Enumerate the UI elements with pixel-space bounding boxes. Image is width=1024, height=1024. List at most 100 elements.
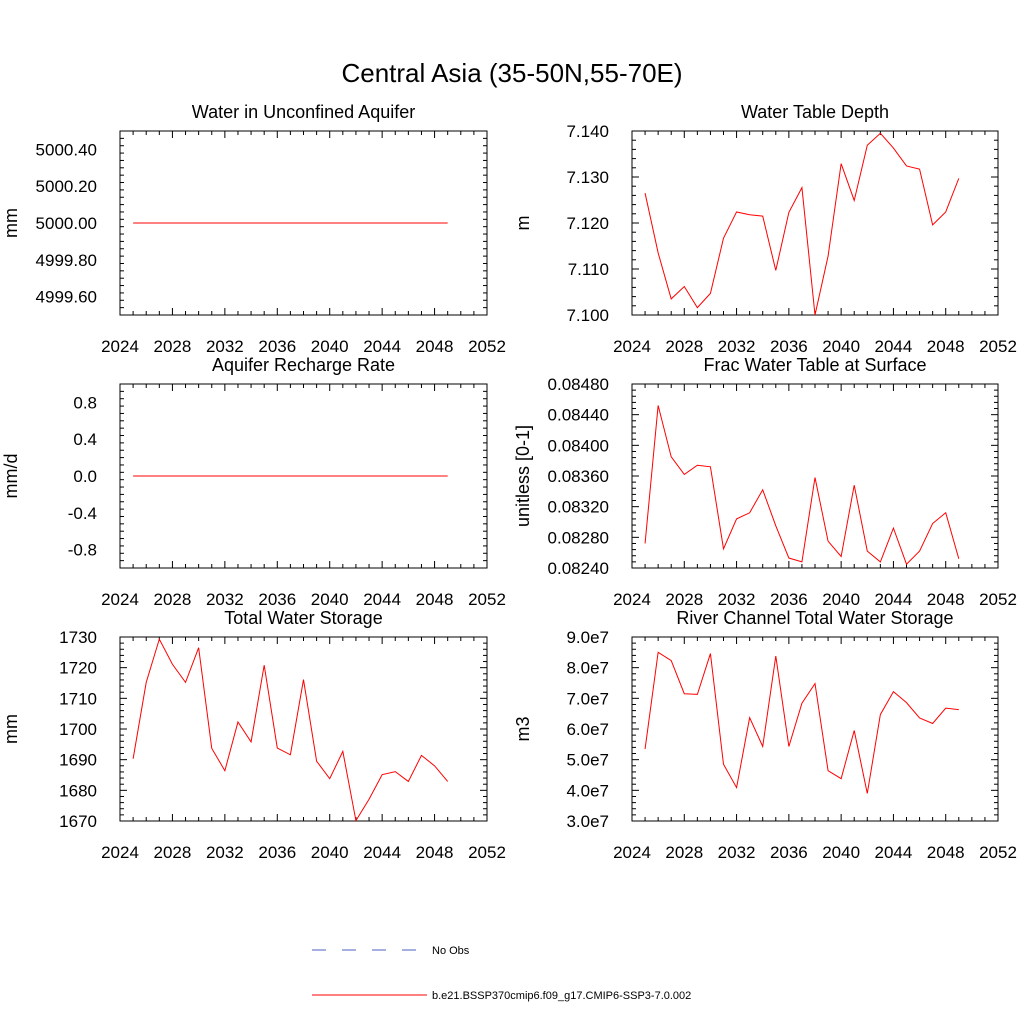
y-tick-label: 0.0 [73, 467, 97, 486]
y-tick-label: 1700 [59, 720, 97, 739]
chart-panel-2: Water Table Depth m 2024 2028 2032 2036 2040 20… [513, 102, 1017, 356]
y-tick-label: 7.140 [566, 122, 609, 141]
x-tick-label: 2048 [416, 337, 454, 356]
x-tick-label: 2028 [154, 337, 192, 356]
y-tick-label: 1690 [59, 751, 97, 770]
plot-frame [631, 636, 999, 822]
y-tick-label: 7.130 [566, 168, 609, 187]
x-tick-label: 2052 [468, 590, 506, 609]
y-tick-label: 7.0e7 [566, 689, 609, 708]
figure-title: Central Asia (35-50N,55-70E) [341, 58, 682, 88]
y-tick-label: 7.110 [568, 260, 609, 279]
y-tick-label: 0.08400 [548, 436, 609, 455]
x-tick-label: 2028 [665, 337, 703, 356]
y-axis-label: m3 [513, 716, 533, 741]
panel-title: Water in Unconfined Aquifer [192, 102, 415, 122]
y-axis-label: unitless [0-1] [513, 425, 533, 527]
x-tick-label: 2024 [613, 843, 651, 862]
series-line [644, 405, 960, 566]
y-tick-label: 1710 [59, 689, 97, 708]
x-tick-label: 2048 [927, 337, 965, 356]
y-tick-label: 4999.60 [36, 288, 97, 307]
y-axis-label: mm/d [1, 454, 21, 499]
x-tick-label: 2024 [613, 337, 651, 356]
x-tick-label: 2040 [311, 590, 349, 609]
y-tick-label: 7.100 [566, 306, 609, 325]
x-tick-label: 2052 [979, 590, 1017, 609]
x-tick-label: 2048 [416, 843, 454, 862]
chart-panel-4: Frac Water Table at Surface unitless [0-1… [513, 355, 1017, 609]
chart-panel-6: River Channel Total Water Storage m3 2024 2… [513, 608, 1017, 862]
y-tick-label: 1720 [59, 659, 97, 678]
x-tick-label: 2052 [468, 337, 506, 356]
x-tick-label: 2040 [822, 843, 860, 862]
panel-title: Aquifer Recharge Rate [212, 355, 395, 375]
x-tick-label: 2036 [770, 590, 808, 609]
x-tick-label: 2032 [718, 590, 756, 609]
x-tick-label: 2044 [363, 590, 401, 609]
y-tick-label: 0.08360 [548, 467, 609, 486]
x-tick-label: 2044 [363, 843, 401, 862]
x-tick-label: 2040 [311, 337, 349, 356]
x-tick-label: 2032 [718, 337, 756, 356]
y-tick-label: 5000.20 [36, 177, 97, 196]
y-tick-label: 5000.40 [36, 140, 97, 159]
x-tick-label: 2044 [875, 337, 913, 356]
y-tick-label: 8.0e7 [566, 659, 609, 678]
y-tick-label: 5.0e7 [566, 751, 609, 770]
chart-panel-5: Total Water Storage mm 2024 2028 2032 2036 204… [1, 608, 506, 862]
panels: Water in Unconfined Aquifer mm 2024 2028 203… [1, 102, 1017, 862]
x-tick-label: 2024 [101, 843, 139, 862]
panel-title: Frac Water Table at Surface [703, 355, 926, 375]
y-tick-label: 4.0e7 [566, 781, 609, 800]
panel-title: Water Table Depth [741, 102, 889, 122]
y-tick-label: 1670 [59, 812, 97, 831]
y-tick-label: -0.4 [68, 504, 97, 523]
legend: No Obs b.e21.BSSP370cmip6.f09_g17.CMIP6-… [312, 945, 691, 1002]
x-tick-label: 2044 [875, 843, 913, 862]
y-tick-label: 0.08240 [548, 559, 609, 578]
y-tick-label: 1730 [59, 628, 97, 647]
y-tick-label: 0.08320 [548, 498, 609, 517]
y-tick-label: 7.120 [566, 214, 609, 233]
x-tick-label: 2036 [258, 337, 296, 356]
panel-title: River Channel Total Water Storage [676, 608, 953, 628]
panel-title: Total Water Storage [224, 608, 382, 628]
y-tick-label: 0.08280 [548, 528, 609, 547]
y-tick-label: 0.4 [73, 430, 97, 449]
plot-frame [119, 636, 488, 822]
legend-obs-label: No Obs [432, 945, 470, 957]
x-tick-label: 2024 [101, 337, 139, 356]
y-axis-label: m [513, 216, 533, 231]
x-tick-label: 2036 [258, 590, 296, 609]
x-tick-label: 2040 [311, 843, 349, 862]
y-tick-label: 1680 [59, 781, 97, 800]
x-tick-label: 2048 [927, 843, 965, 862]
x-tick-label: 2040 [822, 590, 860, 609]
x-tick-label: 2032 [206, 590, 244, 609]
x-tick-label: 2024 [101, 590, 139, 609]
series-line [644, 132, 960, 316]
y-tick-label: 6.0e7 [566, 720, 609, 739]
series-line [132, 637, 449, 823]
plot-frame [631, 383, 999, 569]
x-tick-label: 2028 [154, 590, 192, 609]
x-tick-label: 2052 [979, 337, 1017, 356]
y-tick-label: 0.08440 [548, 406, 609, 425]
x-tick-label: 2032 [718, 843, 756, 862]
x-tick-label: 2048 [416, 590, 454, 609]
x-tick-label: 2036 [770, 843, 808, 862]
y-tick-label: 0.08480 [548, 375, 609, 394]
y-tick-label: 4999.80 [36, 251, 97, 270]
x-tick-label: 2036 [770, 337, 808, 356]
y-tick-label: 3.0e7 [566, 812, 609, 831]
plot-frame [631, 130, 999, 316]
y-axis-label: mm [1, 714, 21, 744]
x-tick-label: 2032 [206, 843, 244, 862]
y-axis-label: mm [1, 208, 21, 238]
x-tick-label: 2032 [206, 337, 244, 356]
x-tick-label: 2052 [468, 843, 506, 862]
x-tick-label: 2048 [927, 590, 965, 609]
x-tick-label: 2036 [258, 843, 296, 862]
